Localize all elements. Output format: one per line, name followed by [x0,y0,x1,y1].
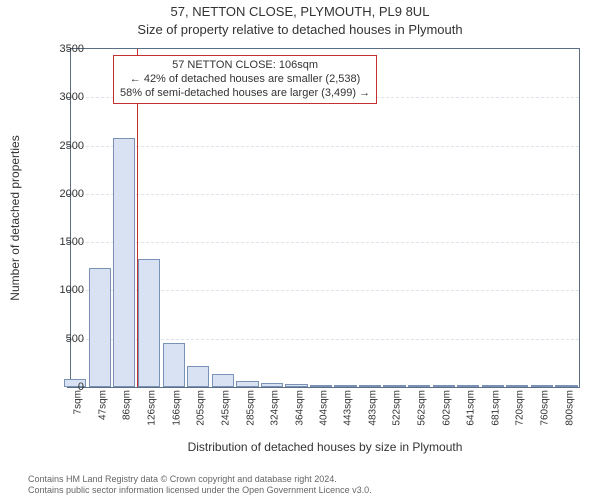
histogram-bar [359,385,381,387]
histogram-bar [531,385,553,387]
chart-title-address: 57, NETTON CLOSE, PLYMOUTH, PL9 8UL [0,4,600,19]
x-tick-label: 602sqm [441,390,452,426]
x-tick-label: 7sqm [73,390,84,414]
histogram-bar [433,385,455,387]
x-tick-label: 800sqm [564,390,575,426]
y-axis-label: Number of detached properties [8,48,26,388]
histogram-bar [285,384,307,387]
x-tick-label: 205sqm [196,390,207,426]
plot-area: 57 NETTON CLOSE: 106sqm← 42% of detached… [70,48,580,418]
y-tick-label: 2500 [44,140,84,152]
gridline [71,146,579,147]
y-tick-label: 500 [44,333,84,345]
histogram-bar [212,374,234,387]
histogram-bar [457,385,479,387]
histogram-bar [555,385,577,387]
chart-container: 57, NETTON CLOSE, PLYMOUTH, PL9 8UL Size… [0,0,600,500]
annotation-line-2: ← 42% of detached houses are smaller (2,… [120,73,370,87]
histogram-bar [310,385,332,387]
footer-line-2: Contains public sector information licen… [28,485,372,496]
gridline [71,242,579,243]
histogram-bar [408,385,430,387]
x-tick-label: 681sqm [490,390,501,426]
footer-line-1: Contains HM Land Registry data © Crown c… [28,474,372,485]
x-tick-label: 364sqm [294,390,305,426]
x-tick-label: 47sqm [98,390,109,420]
histogram-bar [236,381,258,387]
y-tick-label: 3500 [44,43,84,55]
plot-rect: 57 NETTON CLOSE: 106sqm← 42% of detached… [70,48,580,388]
histogram-bar [261,383,283,387]
y-tick-label: 1000 [44,284,84,296]
footer-attribution: Contains HM Land Registry data © Crown c… [28,474,372,497]
x-tick-label: 86sqm [122,390,133,420]
x-tick-label: 126sqm [147,390,158,426]
histogram-bar [383,385,405,387]
x-tick-label: 562sqm [417,390,428,426]
x-tick-label: 245sqm [220,390,231,426]
histogram-bar [113,138,135,387]
gridline [71,194,579,195]
histogram-bar [187,366,209,387]
histogram-bar [334,385,356,387]
x-tick-label: 720sqm [515,390,526,426]
histogram-bar [482,385,504,387]
annotation-box: 57 NETTON CLOSE: 106sqm← 42% of detached… [113,55,377,104]
histogram-bar [138,259,160,387]
x-tick-label: 285sqm [245,390,256,426]
x-tick-label: 522sqm [392,390,403,426]
x-tick-label: 166sqm [171,390,182,426]
y-tick-label: 3000 [44,91,84,103]
histogram-bar [163,343,185,387]
x-tick-label: 760sqm [539,390,550,426]
x-tick-label: 641sqm [466,390,477,426]
y-tick-label: 1500 [44,236,84,248]
chart-title-subtitle: Size of property relative to detached ho… [0,22,600,37]
histogram-bar [89,268,111,387]
y-tick-label: 0 [44,381,84,393]
x-tick-label: 404sqm [319,390,330,426]
x-axis-label: Distribution of detached houses by size … [70,440,580,454]
x-tick-label: 443sqm [343,390,354,426]
histogram-bar [506,385,528,387]
x-tick-label: 483sqm [368,390,379,426]
annotation-line-1: 57 NETTON CLOSE: 106sqm [120,59,370,73]
y-tick-label: 2000 [44,188,84,200]
x-tick-label: 324sqm [269,390,280,426]
annotation-line-3: 58% of semi-detached houses are larger (… [120,87,370,101]
